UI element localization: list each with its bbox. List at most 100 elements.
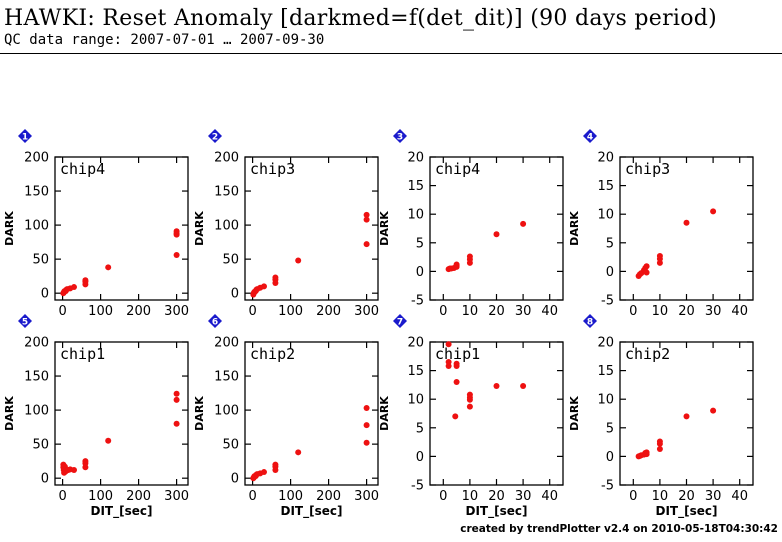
y-tick-label: 20 (407, 151, 424, 166)
x-tick-label: 40 (541, 304, 558, 319)
x-tick-label: 200 (126, 304, 151, 319)
y-tick-label: 0 (606, 450, 614, 465)
data-point (445, 341, 452, 348)
x-tick-label: 10 (652, 304, 669, 319)
x-axis-label: DIT_[sec] (466, 504, 528, 519)
data-point (261, 283, 267, 290)
plot-frame (54, 156, 189, 301)
data-point (173, 390, 180, 397)
chart-panel-7: 7 0 10 20 30 40 -5 0 5 10 15 20 DARK DIT_[sec] chip1 (378, 314, 564, 519)
data-point (272, 461, 279, 468)
y-tick-label: 20 (597, 336, 614, 351)
y-tick-label: 15 (407, 364, 424, 379)
panel-badge-icon (393, 314, 407, 328)
x-tick-label: 30 (515, 304, 532, 319)
y-tick-label: 150 (214, 185, 239, 200)
data-point (453, 363, 460, 370)
data-point (453, 379, 460, 386)
data-point (643, 263, 650, 270)
data-point (82, 458, 89, 465)
panel-chip-label: chip1 (60, 345, 105, 363)
y-axis-label: DARK (568, 211, 581, 246)
data-point (493, 231, 500, 238)
data-point (656, 445, 663, 452)
x-tick-label: 40 (541, 489, 558, 504)
x-tick-label: 20 (678, 489, 695, 504)
x-tick-label: 30 (515, 489, 532, 504)
panel-chip-label: chip4 (60, 160, 105, 178)
panel-chip-label: chip3 (625, 160, 670, 178)
y-tick-label: 100 (214, 219, 239, 234)
x-tick-label: 100 (88, 304, 113, 319)
y-tick-label: -5 (411, 479, 424, 494)
y-tick-label: 15 (407, 179, 424, 194)
y-tick-label: 0 (416, 450, 424, 465)
data-point (520, 220, 527, 227)
y-tick-label: 10 (407, 208, 424, 223)
x-tick-label: 300 (354, 489, 379, 504)
data-point (363, 211, 370, 218)
panel-chip-label: chip1 (435, 345, 480, 363)
data-point (272, 274, 279, 281)
data-point (710, 407, 717, 414)
panel-badge-number: 3 (397, 133, 403, 143)
x-tick-label: 0 (629, 489, 637, 504)
data-point (683, 413, 690, 420)
data-point (656, 252, 663, 259)
x-tick-label: 30 (705, 304, 722, 319)
y-tick-label: 200 (24, 336, 49, 351)
x-axis-label: DIT_[sec] (91, 504, 153, 519)
data-point (363, 241, 370, 248)
data-point (445, 363, 452, 370)
data-point (173, 396, 180, 403)
data-point (363, 216, 370, 223)
x-tick-label: 0 (58, 304, 66, 319)
y-tick-label: 150 (24, 370, 49, 385)
y-tick-label: 15 (597, 179, 614, 194)
data-point (453, 261, 460, 268)
x-axis-label: DIT_[sec] (281, 504, 343, 519)
y-tick-label: 50 (222, 253, 239, 268)
x-tick-label: 200 (126, 489, 151, 504)
y-axis-label: DARK (568, 396, 581, 431)
panel-badge-number: 8 (587, 318, 593, 328)
y-tick-label: -5 (411, 294, 424, 309)
data-point (173, 420, 180, 427)
data-point (173, 252, 180, 259)
y-tick-label: 5 (606, 236, 614, 251)
y-tick-label: 50 (222, 438, 239, 453)
y-axis-label: DARK (378, 396, 391, 431)
chart-panel-5: 50 100 200 300050100150200DARKDIT_[sec]chip… (3, 314, 189, 519)
y-tick-label: 200 (214, 336, 239, 351)
y-tick-label: 0 (41, 287, 49, 302)
y-axis-label: DARK (378, 211, 391, 246)
y-tick-label: 10 (597, 208, 614, 223)
data-point (71, 284, 77, 291)
y-tick-label: 200 (214, 151, 239, 166)
y-tick-label: 50 (32, 438, 49, 453)
y-tick-label: 0 (41, 472, 49, 487)
data-point (71, 467, 77, 474)
x-tick-label: 30 (705, 489, 722, 504)
y-tick-label: 0 (416, 265, 424, 280)
x-tick-label: 300 (164, 489, 189, 504)
y-tick-label: 10 (407, 393, 424, 408)
y-tick-label: -5 (601, 479, 614, 494)
x-tick-label: 40 (731, 304, 748, 319)
chart-panel-2: 2 0 100 200 300 0 50 100 150 200 DARK chip3 (193, 129, 379, 319)
data-point (683, 219, 690, 226)
y-tick-label: 0 (231, 472, 239, 487)
panel-badge-icon (18, 314, 32, 328)
x-tick-label: 10 (462, 489, 479, 504)
y-tick-label: 200 (24, 151, 49, 166)
x-tick-label: 100 (88, 489, 113, 504)
panel-badge-number: 1 (22, 133, 28, 143)
data-point (105, 437, 112, 444)
data-point (295, 257, 302, 264)
page-title: HAWKI: Reset Anomaly [darkmed=f(det_dit)… (4, 6, 718, 31)
data-point (105, 264, 112, 271)
data-point (493, 383, 500, 390)
panel-badge-icon (18, 129, 32, 143)
x-axis-label: DIT_[sec] (656, 504, 718, 519)
